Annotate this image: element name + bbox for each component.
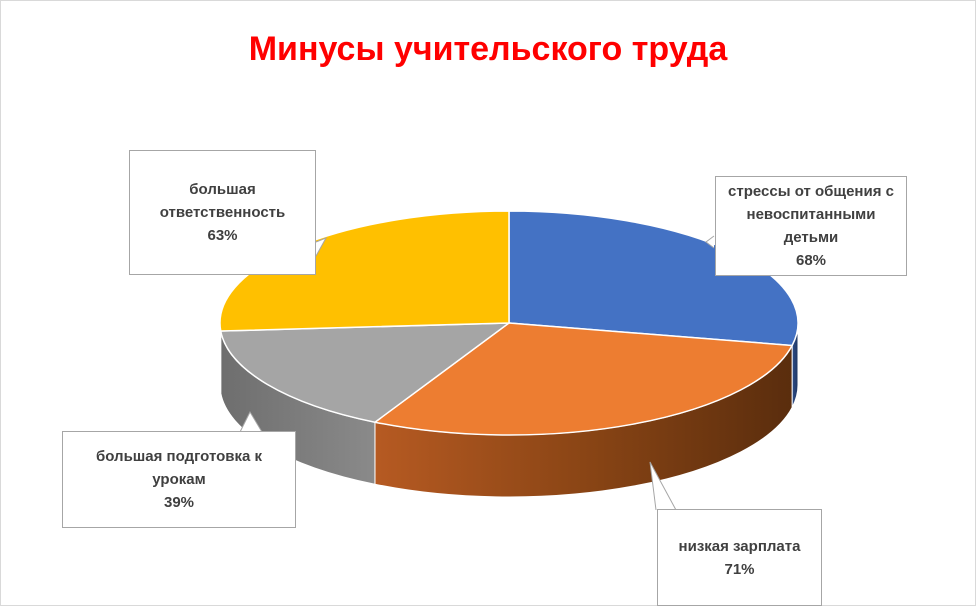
data-label-stress-line1: стрессы от общения с bbox=[728, 183, 894, 200]
data-label-stress: стрессы от общения с невоспитанными деть… bbox=[715, 176, 907, 276]
data-label-stress-value: 68% bbox=[795, 252, 827, 269]
data-label-salary-line1: низкая зарплата bbox=[678, 537, 801, 555]
data-label-salary-value: 71% bbox=[724, 560, 755, 578]
leader-line-pointer-salary bbox=[649, 461, 677, 511]
data-label-salary: низкая зарплата 71% bbox=[657, 509, 822, 606]
data-label-responsibility: большая ответственность 63% bbox=[129, 150, 316, 275]
data-label-preparation-line1: большая подготовка к bbox=[95, 448, 262, 465]
data-label-preparation-line2: урокам bbox=[152, 471, 206, 488]
data-label-stress-line3: детьми bbox=[783, 229, 839, 246]
data-label-preparation-value: 39% bbox=[163, 494, 195, 511]
leader-line-pointer-preparation bbox=[239, 410, 263, 433]
data-label-preparation: большая подготовка к урокам 39% bbox=[62, 431, 296, 528]
data-label-responsibility-line1: большая bbox=[189, 181, 256, 198]
pie-slice-salary bbox=[374, 322, 793, 436]
leader-line-pointer-responsibility bbox=[315, 237, 328, 257]
data-label-stress-line2: невоспитанными bbox=[746, 206, 876, 223]
data-label-responsibility-line2: ответственность bbox=[159, 204, 286, 221]
data-label-responsibility-value: 63% bbox=[207, 227, 238, 244]
pie-slice-preparation bbox=[219, 322, 510, 423]
leader-line-pointer-stress bbox=[705, 235, 715, 249]
chart-title: Минусы учительского труда bbox=[248, 30, 728, 68]
